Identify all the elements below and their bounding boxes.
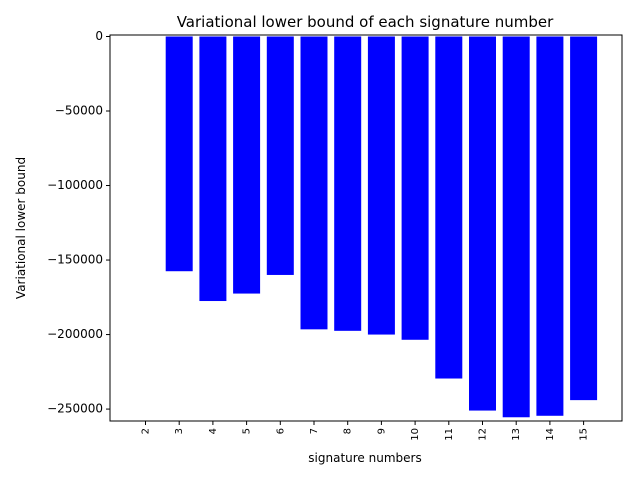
bar-8 [334, 36, 362, 331]
bar-7 [300, 36, 328, 330]
bar-5 [233, 36, 261, 294]
bar-11 [435, 36, 463, 379]
y-tick-label: 0 [95, 29, 103, 43]
y-tick-label: −100000 [47, 178, 103, 192]
bar-6 [266, 36, 294, 275]
chart-title: Variational lower bound of each signatur… [177, 13, 554, 31]
bar-4 [199, 36, 227, 302]
y-axis-ticks: 0 −50000 −100000 −150000 −200000 −250000 [47, 29, 110, 416]
bar-15 [570, 36, 598, 401]
x-tick-label-7: 7 [309, 428, 320, 434]
x-axis-ticks: 2 3 4 5 6 7 8 9 10 11 12 13 14 15 [141, 421, 590, 441]
y-tick-label: −250000 [47, 402, 103, 416]
x-tick-label-5: 5 [242, 428, 253, 434]
bar-14 [536, 36, 564, 416]
y-tick-label: −150000 [47, 253, 103, 267]
x-tick-label-6: 6 [275, 428, 286, 434]
y-axis-label: Variational lower bound [14, 157, 28, 299]
x-tick-label-9: 9 [376, 428, 387, 434]
y-tick-label: −200000 [47, 327, 103, 341]
x-tick-label-14: 14 [545, 428, 556, 441]
x-tick-label-12: 12 [478, 428, 489, 441]
bars-group [165, 36, 598, 418]
x-tick-label-3: 3 [174, 428, 185, 434]
bar-10 [401, 36, 429, 340]
x-tick-label-15: 15 [579, 428, 590, 441]
x-axis-label: signature numbers [308, 451, 421, 465]
x-tick-label-11: 11 [444, 428, 455, 441]
axes-frame [109, 34, 623, 422]
y-tick-label: −50000 [55, 104, 103, 118]
bar-9 [367, 36, 395, 335]
bar-12 [469, 36, 496, 411]
x-tick-label-8: 8 [343, 428, 354, 434]
x-tick-label-4: 4 [208, 428, 219, 434]
x-tick-label-13: 13 [511, 428, 522, 441]
x-tick-label-10: 10 [410, 428, 421, 441]
bar-3 [165, 36, 193, 272]
x-tick-label-2: 2 [141, 428, 152, 434]
bar-13 [502, 36, 530, 418]
